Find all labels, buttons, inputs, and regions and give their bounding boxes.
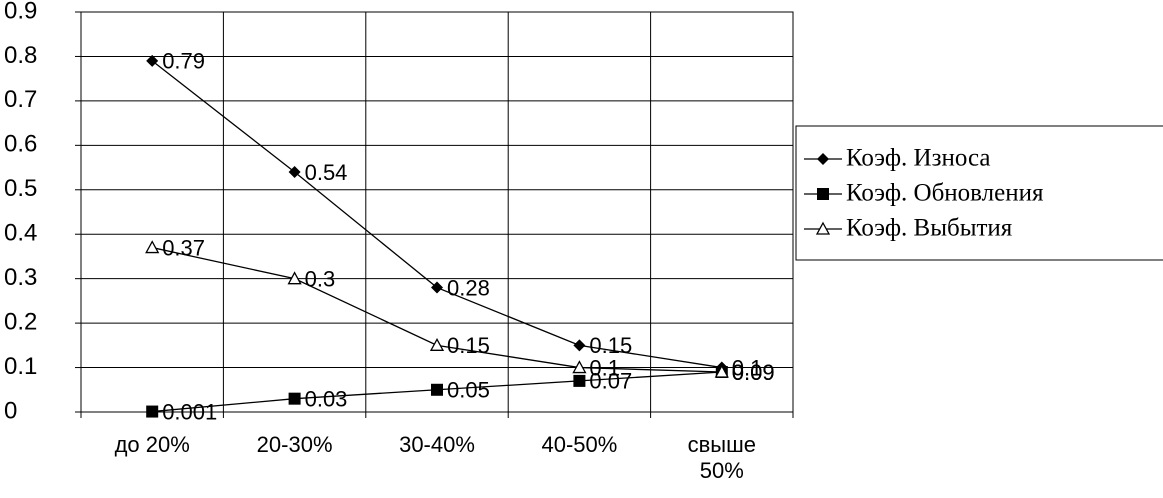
point bbox=[429, 337, 445, 351]
point bbox=[288, 392, 301, 405]
legend-label: Коэф. Выбытия bbox=[846, 215, 1013, 242]
y-tick-label: 0 bbox=[4, 397, 17, 424]
x-tick-label: 40-50% bbox=[541, 432, 618, 457]
point bbox=[146, 54, 159, 67]
data-label: 0.15 bbox=[589, 333, 632, 358]
y-tick-label: 0.8 bbox=[4, 42, 37, 69]
point bbox=[572, 360, 587, 374]
data-label: 0.15 bbox=[447, 333, 490, 358]
x-tick-label: 30-40% bbox=[399, 432, 475, 457]
legend-label: Коэф. Обновления bbox=[846, 180, 1044, 207]
data-label: 0.54 bbox=[305, 160, 348, 185]
point bbox=[431, 281, 443, 294]
legend-marker bbox=[815, 221, 831, 235]
legend-box bbox=[795, 125, 1163, 261]
data-label: 0.1 bbox=[589, 355, 620, 380]
series-line bbox=[152, 246, 722, 373]
y-tick-label: 0.3 bbox=[4, 264, 37, 291]
data-label: 0.79 bbox=[162, 49, 205, 74]
data-label: 0.09 bbox=[732, 360, 775, 385]
point bbox=[145, 240, 160, 254]
data-label: 0.07 bbox=[589, 369, 632, 394]
series-line bbox=[151, 60, 722, 369]
legend-marker bbox=[817, 153, 829, 165]
data-label: 0.05 bbox=[447, 378, 490, 403]
data-label: 0.28 bbox=[447, 275, 490, 300]
data-label: 0.37 bbox=[162, 235, 205, 260]
data-label: 0.3 bbox=[305, 266, 336, 291]
point bbox=[573, 339, 586, 352]
legend-marker bbox=[817, 188, 829, 200]
data-label: 0.1 bbox=[732, 355, 763, 380]
legend-label: Коэф. Износа bbox=[846, 145, 990, 172]
x-tick-label: 20-30% bbox=[256, 432, 333, 457]
data-label: 0.001 bbox=[162, 399, 217, 424]
plot-frame bbox=[80, 11, 794, 413]
y-tick-label: 0.6 bbox=[4, 131, 37, 158]
point bbox=[714, 364, 729, 378]
data-label: 0.03 bbox=[305, 386, 348, 411]
point bbox=[288, 166, 301, 178]
y-tick-label: 0.2 bbox=[4, 308, 37, 335]
y-tick-label: 0.5 bbox=[4, 175, 37, 202]
y-tick-label: 0.7 bbox=[4, 86, 37, 113]
point bbox=[146, 405, 159, 418]
point bbox=[287, 271, 302, 285]
point bbox=[573, 374, 586, 387]
data-label: 0.09 bbox=[732, 360, 775, 385]
x-tick-label: до 20% bbox=[114, 432, 190, 457]
y-tick-label: 0.1 bbox=[4, 353, 37, 380]
x-tick-label: свыше 50% bbox=[687, 432, 756, 483]
y-tick-label: 0.4 bbox=[4, 220, 37, 247]
point bbox=[431, 383, 443, 396]
y-tick-label: 0.9 bbox=[4, 0, 37, 24]
